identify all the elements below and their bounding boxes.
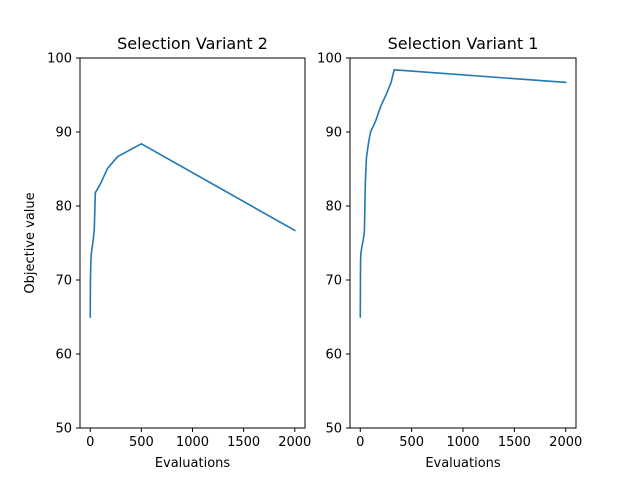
x-tick-label: 2000 [278,435,311,450]
y-tick-label: 100 [317,52,342,67]
y-tick-label: 100 [47,52,72,67]
y-tick-label: 70 [325,274,342,289]
y-tick-label: 90 [325,126,342,141]
subplot-1: 0 500 1000 1500 2000 50 60 70 80 90 100 Selection V… [23,34,311,471]
y-tick-label: 50 [55,422,72,437]
x-axis-label: Evaluations [155,456,231,471]
y-tick-label: 90 [55,126,72,141]
x-tick-label: 1500 [498,435,531,450]
x-tick-label: 500 [129,435,154,450]
y-tick-label: 60 [325,348,342,363]
y-tick-label: 70 [55,274,72,289]
y-tick-label: 80 [55,200,72,215]
y-tick-label: 60 [55,348,72,363]
x-tick-label: 1000 [176,435,209,450]
chart-title: Selection Variant 1 [388,34,539,53]
series-line [89,143,296,318]
x-tick-label: 2000 [549,435,582,450]
subplot-2: 0 500 1000 1500 2000 50 60 70 80 90 100 Selection V… [317,34,582,471]
x-tick-label: 500 [399,435,424,450]
y-axis-label: Objective value [23,192,38,293]
x-tick-label: 0 [356,435,364,450]
x-tick-label: 1500 [227,435,260,450]
x-axis-label: Evaluations [425,456,501,471]
chart-title: Selection Variant 2 [117,34,268,53]
x-tick-label: 0 [86,435,94,450]
y-tick-label: 80 [325,200,342,215]
x-tick-label: 1000 [446,435,479,450]
y-tick-label: 50 [325,422,342,437]
series-line [359,69,567,318]
